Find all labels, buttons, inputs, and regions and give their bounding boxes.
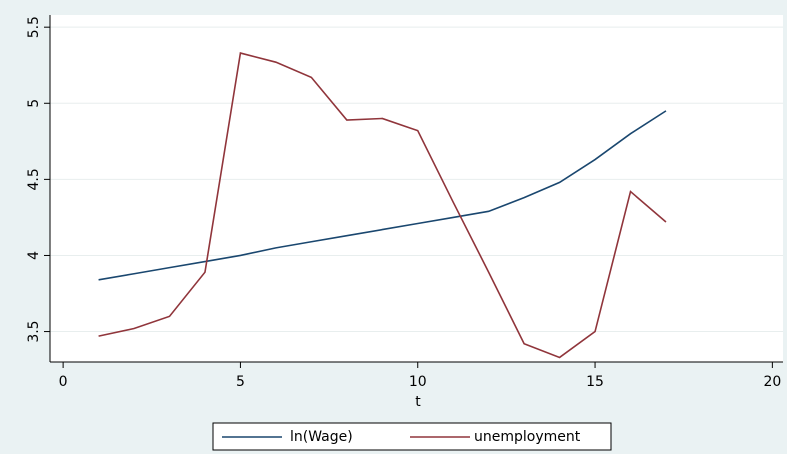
data-line bbox=[98, 52, 667, 359]
y-tick-label: 4 bbox=[26, 251, 42, 260]
x-axis-title: t bbox=[415, 394, 421, 410]
x-tick-label: 10 bbox=[409, 374, 427, 390]
x-tick-label: 20 bbox=[763, 374, 781, 390]
x-tick-label: 15 bbox=[586, 374, 604, 390]
legend-label: unemployment bbox=[474, 429, 581, 445]
data-line bbox=[98, 110, 667, 281]
y-tick-label: 3.5 bbox=[26, 320, 42, 342]
y-tick-label: 5.5 bbox=[26, 16, 42, 38]
x-tick-label: 5 bbox=[236, 374, 245, 390]
plot-area bbox=[50, 15, 783, 362]
y-tick-label: 5 bbox=[26, 99, 42, 108]
legend-label: ln(Wage) bbox=[290, 429, 353, 445]
y-tick-label: 4.5 bbox=[26, 168, 42, 190]
x-tick-label: 0 bbox=[59, 374, 68, 390]
